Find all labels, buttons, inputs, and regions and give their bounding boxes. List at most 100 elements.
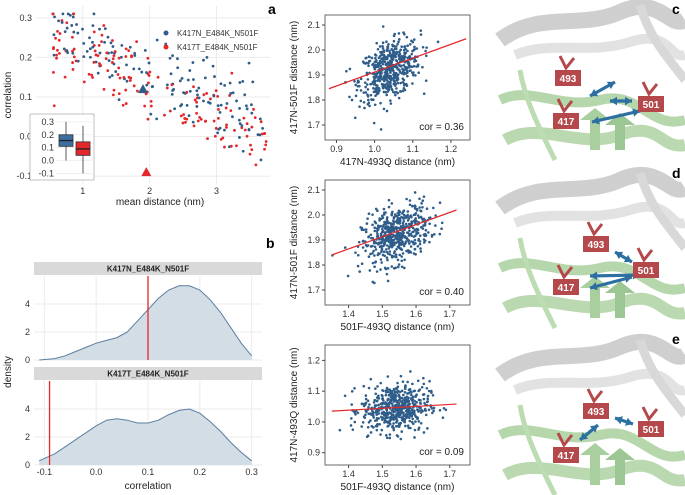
scatter-point bbox=[356, 264, 360, 268]
point-k417n bbox=[213, 75, 216, 78]
scatter-point bbox=[372, 401, 376, 404]
panel-a-ylabel: correlation bbox=[3, 72, 14, 119]
scatter-point bbox=[382, 54, 385, 57]
scatter-point bbox=[362, 384, 366, 388]
xtick-label: 1.7 bbox=[444, 469, 457, 479]
point-k417t bbox=[245, 134, 249, 138]
point-k417n bbox=[103, 27, 107, 31]
scatter-point bbox=[371, 251, 374, 255]
point-k417t bbox=[128, 79, 132, 82]
point-k417t bbox=[65, 21, 69, 25]
scatter-point bbox=[411, 382, 414, 386]
point-k417t bbox=[146, 81, 150, 85]
point-k417n bbox=[173, 107, 177, 111]
scatter-point bbox=[421, 199, 425, 203]
scatter-point bbox=[381, 47, 385, 50]
scatter-point bbox=[438, 201, 442, 204]
point-k417t bbox=[100, 33, 104, 37]
scatter-point bbox=[410, 391, 413, 394]
scatter-point bbox=[412, 64, 416, 68]
scatter-point bbox=[379, 433, 382, 436]
scatter-point bbox=[385, 216, 389, 219]
scatter-point bbox=[402, 219, 406, 223]
point-k417n bbox=[52, 53, 56, 57]
scatter-point bbox=[361, 421, 365, 424]
scatter-point bbox=[378, 73, 382, 77]
scatter-point bbox=[440, 227, 443, 231]
ytick-label: 1.0 bbox=[307, 417, 320, 427]
point-k417t bbox=[148, 70, 152, 74]
point-k417t bbox=[225, 126, 228, 129]
point-k417t bbox=[56, 48, 59, 52]
point-k417n bbox=[203, 76, 207, 80]
point-k417n bbox=[91, 45, 95, 49]
point-k417t bbox=[112, 88, 116, 92]
scatter-point bbox=[393, 51, 397, 54]
point-k417n bbox=[63, 30, 67, 34]
scatter-point bbox=[385, 413, 388, 417]
panel-a: 1 2 3 -0.1 0.0 0.1 0.2 0.3 mean distance (nm) c… bbox=[3, 1, 276, 208]
point-k417t bbox=[146, 56, 150, 60]
helix-ribbon bbox=[513, 33, 685, 61]
scatter-point bbox=[422, 397, 426, 401]
sheet-arrow bbox=[580, 276, 610, 318]
scatter-point bbox=[418, 402, 422, 405]
scatter-point bbox=[394, 424, 398, 428]
point-k417t bbox=[195, 111, 199, 115]
scatter-point bbox=[395, 408, 398, 412]
point-k417n bbox=[94, 60, 98, 64]
scatter-point bbox=[396, 258, 400, 262]
scatter-point bbox=[419, 411, 423, 414]
scatter-point bbox=[383, 71, 387, 74]
scatter-point bbox=[422, 224, 425, 227]
point-k417t bbox=[203, 120, 207, 123]
scatter-point bbox=[406, 210, 410, 213]
xtick-label: 1.5 bbox=[376, 469, 389, 479]
scatter-point bbox=[394, 227, 397, 230]
point-k417n bbox=[231, 115, 234, 119]
scatter-point bbox=[382, 399, 385, 402]
scatter-point bbox=[370, 56, 374, 60]
point-k417t bbox=[91, 76, 94, 79]
point-k417n bbox=[114, 70, 118, 73]
scatter-point bbox=[366, 102, 370, 106]
facet-strip bbox=[34, 262, 262, 275]
scatter-point bbox=[386, 84, 390, 87]
scatter-point bbox=[371, 63, 374, 67]
residue-label-r417: 417 bbox=[558, 283, 575, 294]
facet-strip bbox=[34, 367, 262, 380]
point-k417t bbox=[105, 51, 109, 55]
scatter-point bbox=[397, 63, 401, 67]
scatter-point bbox=[380, 248, 384, 252]
scatter-point bbox=[413, 191, 417, 194]
scatter-point bbox=[413, 204, 417, 207]
scatter-point bbox=[377, 403, 380, 407]
scatter-point bbox=[374, 56, 377, 60]
scatter-point bbox=[388, 49, 391, 53]
point-k417t bbox=[214, 89, 218, 93]
scatter-panels: 0.9 1.0 1.1 1.2 1.7 1.8 1.9 2.0 2.1 cor = 0.36 417… bbox=[289, 14, 471, 493]
scatter-point bbox=[382, 223, 386, 227]
scatter-point bbox=[425, 207, 429, 210]
scatter-point bbox=[410, 52, 414, 56]
scatter-point bbox=[392, 389, 396, 392]
point-k417n bbox=[188, 89, 192, 93]
scatter-point bbox=[389, 222, 393, 225]
scatter-point bbox=[393, 250, 396, 253]
scatter-point bbox=[392, 90, 395, 94]
point-k417n bbox=[168, 56, 172, 60]
scatter-point bbox=[401, 89, 405, 93]
scatter-point bbox=[394, 404, 398, 407]
scatter-point bbox=[399, 374, 403, 378]
arrow-head bbox=[625, 96, 632, 106]
scatter-point bbox=[408, 414, 412, 417]
scatter-point bbox=[385, 49, 389, 53]
scatter-point bbox=[404, 385, 407, 388]
helix-ribbon bbox=[513, 201, 685, 229]
scatter-point bbox=[393, 32, 396, 36]
scatter-point bbox=[419, 215, 423, 219]
scatter-point bbox=[401, 401, 404, 405]
scatter-point bbox=[442, 406, 446, 410]
scatter-point bbox=[345, 69, 348, 73]
scatter-point bbox=[367, 98, 370, 102]
